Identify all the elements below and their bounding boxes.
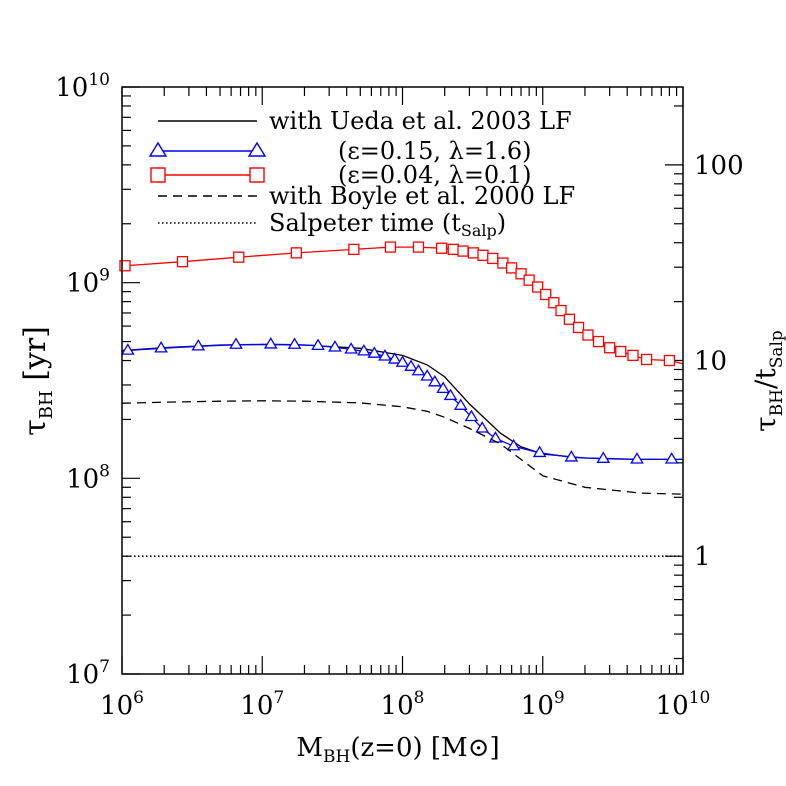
series-3-point bbox=[477, 249, 489, 261]
series-2-point bbox=[404, 359, 418, 371]
series-2-point bbox=[395, 355, 410, 367]
series-3-point bbox=[447, 243, 459, 256]
legend-marker bbox=[148, 141, 168, 157]
x-tick-label: 107 bbox=[240, 688, 284, 721]
series-2-point bbox=[488, 431, 503, 443]
legend-label-1: with Ueda et al. 2003 LF bbox=[269, 107, 572, 135]
series-2-point bbox=[506, 438, 521, 451]
series-3-point bbox=[627, 349, 639, 362]
series-2-point bbox=[532, 445, 547, 458]
series-3-point bbox=[412, 241, 425, 253]
series-2-point bbox=[263, 337, 278, 349]
series-3-point bbox=[582, 329, 594, 341]
series-2-point bbox=[420, 369, 435, 381]
legend-marker bbox=[247, 141, 267, 157]
y-tick-label: 1010 bbox=[55, 70, 110, 103]
series-3-point bbox=[457, 245, 469, 257]
x-tick-label: 109 bbox=[521, 688, 565, 721]
y-axis-label: τBH [yr] bbox=[18, 326, 57, 436]
series-3-point bbox=[435, 242, 448, 254]
right-axis-label: τBH/tSalp bbox=[749, 330, 786, 432]
series-3-point bbox=[592, 335, 605, 348]
series-2-point bbox=[464, 409, 479, 422]
series-3-point bbox=[384, 241, 397, 253]
legend-marker bbox=[150, 167, 166, 183]
series-2-point bbox=[630, 452, 644, 464]
y2-tick-label: 10 bbox=[694, 347, 727, 377]
series-3-point bbox=[290, 247, 302, 259]
series-2-point bbox=[411, 363, 426, 376]
series-3-point bbox=[505, 262, 518, 274]
y2-tick-label: 100 bbox=[694, 151, 744, 181]
series-3-point bbox=[563, 313, 576, 325]
series-3-point bbox=[176, 256, 189, 268]
series-2-point bbox=[378, 349, 392, 361]
series-3-point bbox=[572, 321, 585, 334]
series-2-point bbox=[664, 452, 679, 464]
y-tick-label: 109 bbox=[66, 266, 110, 299]
series-2-point bbox=[120, 343, 135, 355]
series-2-point bbox=[311, 338, 325, 350]
legend-marker bbox=[249, 167, 265, 183]
series-2-point bbox=[154, 341, 168, 353]
series-3-point bbox=[555, 304, 567, 317]
y-tick-label: 108 bbox=[66, 461, 110, 494]
series-3-point bbox=[467, 247, 479, 259]
series-3-point bbox=[487, 252, 499, 265]
series-2-point bbox=[387, 352, 402, 364]
series-3-point bbox=[515, 268, 527, 280]
series-3-point bbox=[348, 243, 360, 256]
x-tick-label: 108 bbox=[381, 688, 425, 721]
series-2-point bbox=[436, 381, 451, 393]
series-3-point bbox=[548, 297, 560, 309]
series-2-point bbox=[564, 450, 579, 462]
series-2-point bbox=[427, 374, 442, 387]
series-2-point bbox=[229, 337, 243, 349]
y-tick-label: 107 bbox=[66, 657, 110, 690]
series-layer bbox=[119, 241, 684, 558]
series-3-point bbox=[233, 251, 245, 263]
plot-frame bbox=[121, 86, 684, 675]
series-2-point bbox=[287, 337, 302, 349]
legend: with Ueda et al. 2003 LF(ε=0.15, λ=1.6)(… bbox=[148, 107, 575, 240]
series-2-point bbox=[328, 340, 342, 352]
series-line-4 bbox=[121, 400, 684, 495]
series-2-point bbox=[344, 342, 358, 354]
series-2-point bbox=[596, 451, 611, 463]
series-3-point bbox=[540, 288, 552, 301]
x-tick-label: 1010 bbox=[656, 688, 711, 721]
legend-label-5: Salpeter time (tSalp) bbox=[269, 209, 506, 240]
series-3-point bbox=[615, 345, 627, 358]
x-axis-label: MBH(z=0) [M⊙] bbox=[296, 733, 499, 767]
series-2-point bbox=[443, 388, 458, 401]
series-3-point bbox=[119, 260, 131, 272]
series-3-point bbox=[532, 281, 544, 293]
series-2-point bbox=[367, 346, 382, 358]
legend-label-4: with Boyle et al. 2000 LF bbox=[269, 182, 575, 210]
series-3-point bbox=[523, 274, 535, 286]
series-3-point bbox=[604, 342, 616, 354]
series-2-point bbox=[356, 344, 371, 356]
series-2-point bbox=[475, 421, 490, 433]
series-3-point bbox=[663, 354, 676, 367]
series-3-point bbox=[640, 353, 653, 366]
series-2-point bbox=[191, 339, 206, 351]
legend-label-2: (ε=0.15, λ=1.6) bbox=[338, 137, 531, 165]
y2-tick-label: 1 bbox=[694, 542, 711, 572]
legend-label-3: (ε=0.04, λ=0.1) bbox=[338, 161, 531, 189]
x-tick-label: 106 bbox=[100, 688, 144, 721]
series-2-point bbox=[453, 398, 468, 410]
